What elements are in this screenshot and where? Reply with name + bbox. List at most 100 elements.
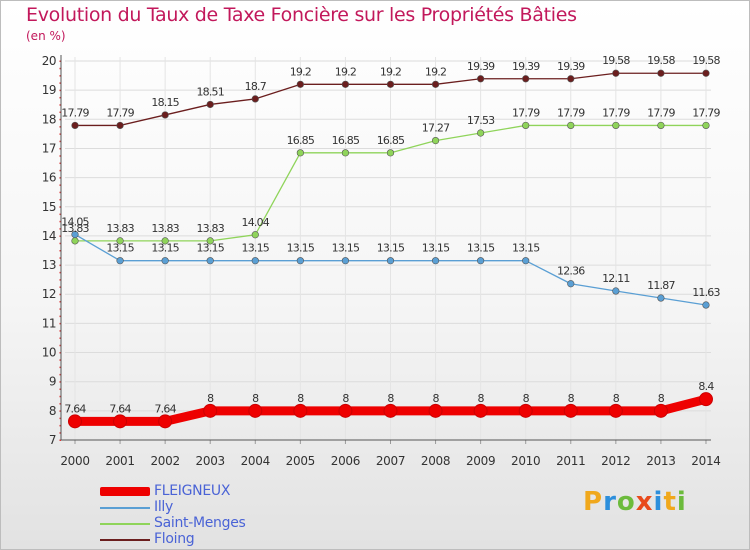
data-point-saint-menges (567, 121, 575, 130)
data-point-illy (386, 257, 395, 265)
y-minor-tick (59, 417, 61, 420)
grid-lines (65, 57, 711, 441)
data-label-saint-menges: 17.79 (692, 106, 720, 119)
data-label-saint-menges: 16.85 (377, 134, 405, 147)
data-label-illy: 13.15 (242, 242, 270, 255)
data-point-saint-menges (71, 237, 79, 245)
data-point-fleigneux (383, 403, 398, 418)
data-label-fleigneux: 8 (568, 392, 575, 405)
x-tick-label: 2005 (286, 454, 315, 468)
data-label-saint-menges: 13.83 (61, 222, 89, 235)
y-minor-tick (59, 228, 61, 230)
y-minor-tick (59, 359, 61, 361)
data-point-illy (161, 257, 169, 265)
y-tick-label: 16 (42, 171, 56, 185)
data-point-illy (341, 257, 350, 265)
data-label-saint-menges: 17.53 (467, 114, 495, 127)
data-label-illy: 13.15 (512, 242, 540, 255)
data-point-floing (161, 111, 169, 119)
data-point-saint-menges (251, 231, 259, 239)
x-tick-label: 2009 (466, 454, 495, 468)
logo-letter: i (653, 487, 664, 517)
x-tick-label: 2001 (105, 454, 134, 468)
x-tick-label: 2013 (646, 454, 675, 468)
data-point-saint-menges (386, 149, 395, 157)
data-point-fleigneux (248, 403, 263, 418)
data-point-illy (251, 257, 259, 265)
y-minor-tick (59, 308, 61, 310)
data-point-fleigneux (473, 403, 488, 418)
data-label-fleigneux: 8 (297, 392, 304, 405)
data-label-floing: 19.58 (692, 54, 720, 67)
y-minor-tick (59, 82, 61, 84)
data-point-illy (612, 287, 620, 295)
y-minor-tick (59, 140, 61, 143)
data-label-saint-menges: 14.04 (242, 216, 270, 229)
y-minor-tick (59, 89, 61, 92)
data-label-fleigneux: 8 (252, 392, 259, 405)
data-point-illy (657, 294, 665, 302)
x-tick-label: 2010 (511, 454, 540, 468)
data-label-floing: 18.15 (151, 96, 179, 109)
data-point-fleigneux (338, 403, 353, 418)
data-label-illy: 13.15 (196, 242, 224, 255)
data-point-saint-menges (296, 149, 304, 157)
x-tick-label: 2008 (421, 454, 450, 468)
y-minor-tick (59, 250, 61, 252)
data-point-fleigneux (653, 403, 668, 418)
data-point-floing (612, 69, 620, 77)
y-minor-tick (59, 279, 61, 281)
data-label-illy: 13.15 (106, 242, 134, 255)
data-point-fleigneux (563, 403, 578, 418)
data-point-floing (657, 69, 665, 77)
data-label-saint-menges: 17.79 (557, 106, 585, 119)
data-point-fleigneux (293, 403, 308, 418)
data-point-floing (702, 69, 710, 77)
legend-label-fleigneux: FLEIGNEUX (154, 483, 231, 499)
data-point-illy (522, 257, 530, 265)
data-point-floing (341, 80, 350, 88)
data-label-fleigneux: 8 (613, 392, 620, 405)
data-label-fleigneux: 7.64 (109, 402, 131, 415)
data-label-saint-menges: 13.83 (196, 222, 224, 235)
y-tick-label: 20 (42, 54, 56, 68)
y-minor-tick (59, 118, 61, 121)
data-label-floing: 18.51 (196, 85, 224, 98)
data-point-floing (251, 95, 259, 103)
data-label-saint-menges: 16.85 (287, 134, 315, 147)
data-point-floing (522, 75, 530, 83)
y-minor-tick (59, 155, 61, 157)
legend-label-floing: Floing (154, 531, 195, 547)
data-point-illy (567, 280, 575, 288)
data-label-floing: 17.79 (61, 106, 89, 119)
y-minor-tick (59, 395, 61, 398)
proxiti-logo: Proxiti (583, 487, 687, 517)
y-tick-label: 10 (42, 346, 56, 360)
data-point-saint-menges (161, 237, 169, 245)
data-point-saint-menges (431, 136, 440, 145)
data-label-floing: 19.2 (335, 65, 356, 78)
y-minor-tick (59, 337, 61, 339)
y-minor-tick (59, 177, 61, 179)
y-minor-tick (59, 242, 61, 245)
y-minor-tick (59, 60, 61, 62)
data-label-saint-menges: 17.79 (647, 106, 675, 119)
x-tick-label: 2014 (691, 454, 720, 468)
data-label-saint-menges: 13.83 (151, 222, 179, 235)
y-minor-tick (59, 286, 61, 288)
y-tick-label: 18 (42, 112, 56, 126)
x-tick-label: 2011 (556, 454, 585, 468)
y-minor-tick (59, 213, 61, 216)
y-minor-tick (59, 330, 61, 332)
chart-title: Evolution du Taux de Taxe Foncière sur l… (26, 4, 577, 26)
data-point-floing (71, 121, 79, 130)
y-tick-label: 14 (42, 229, 56, 243)
logo-letter: i (676, 487, 687, 517)
data-point-saint-menges (477, 129, 485, 137)
y-minor-tick (59, 169, 61, 172)
y-minor-tick (59, 373, 61, 376)
data-label-illy: 14.05 (61, 215, 89, 228)
y-minor-tick (59, 235, 61, 237)
y-minor-tick (59, 104, 61, 106)
